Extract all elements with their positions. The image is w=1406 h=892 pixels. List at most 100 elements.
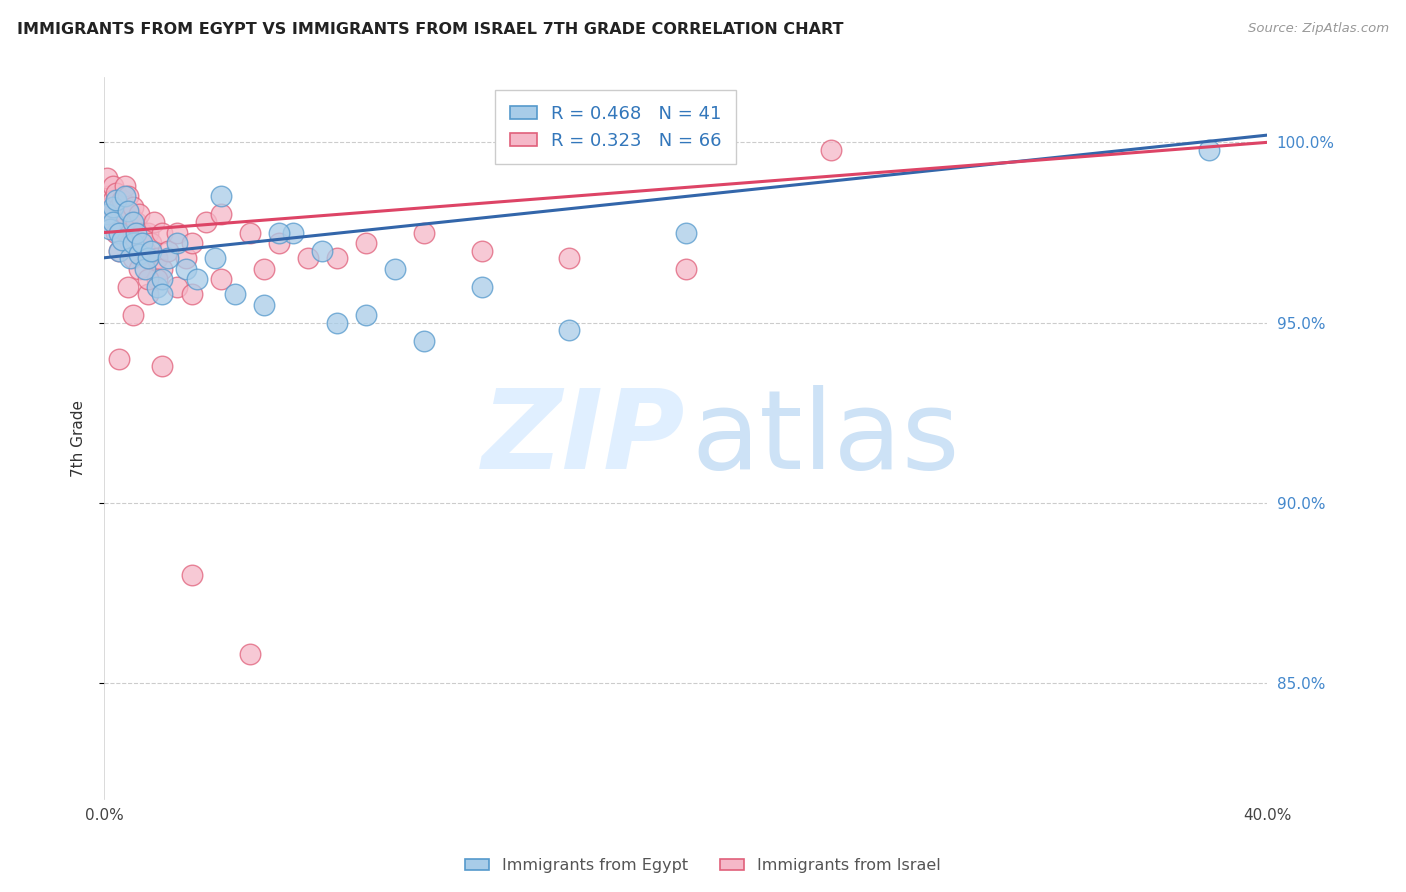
Point — [209, 189, 232, 203]
Point — [174, 261, 197, 276]
Point — [820, 143, 842, 157]
Point — [413, 334, 436, 348]
Point — [125, 236, 148, 251]
Point — [157, 251, 180, 265]
Point — [1198, 143, 1220, 157]
Point — [98, 215, 121, 229]
Point — [136, 286, 159, 301]
Point — [136, 226, 159, 240]
Point — [675, 226, 697, 240]
Point — [98, 200, 121, 214]
Point — [186, 272, 208, 286]
Point — [111, 222, 134, 236]
Point — [104, 186, 127, 200]
Point — [98, 222, 121, 236]
Point — [152, 286, 174, 301]
Point — [108, 351, 131, 366]
Point — [209, 272, 232, 286]
Point — [136, 251, 159, 265]
Point — [104, 226, 127, 240]
Point — [125, 226, 148, 240]
Point — [139, 244, 162, 258]
Point — [131, 236, 153, 251]
Point — [152, 359, 174, 373]
Point — [120, 251, 142, 265]
Point — [136, 272, 159, 286]
Point — [166, 279, 188, 293]
Point — [117, 226, 139, 240]
Point — [108, 244, 131, 258]
Point — [128, 207, 150, 221]
Point — [136, 251, 159, 265]
Point — [117, 203, 139, 218]
Point — [239, 648, 262, 662]
Point — [96, 171, 118, 186]
Point — [101, 193, 124, 207]
Point — [108, 244, 131, 258]
Point — [209, 207, 232, 221]
Point — [122, 215, 145, 229]
Point — [311, 244, 333, 258]
Point — [152, 226, 174, 240]
Point — [117, 189, 139, 203]
Point — [174, 251, 197, 265]
Legend: R = 0.468   N = 41, R = 0.323   N = 66: R = 0.468 N = 41, R = 0.323 N = 66 — [495, 90, 737, 164]
Point — [111, 193, 134, 207]
Point — [101, 200, 124, 214]
Text: Source: ZipAtlas.com: Source: ZipAtlas.com — [1249, 22, 1389, 36]
Point — [120, 236, 142, 251]
Point — [134, 261, 156, 276]
Point — [101, 178, 124, 193]
Point — [104, 193, 127, 207]
Point — [157, 244, 180, 258]
Point — [180, 286, 202, 301]
Point — [114, 207, 136, 221]
Point — [108, 215, 131, 229]
Point — [145, 279, 167, 293]
Point — [139, 236, 162, 251]
Point — [131, 226, 153, 240]
Point — [180, 236, 202, 251]
Point — [96, 207, 118, 221]
Point — [101, 215, 124, 229]
Point — [111, 233, 134, 247]
Point — [166, 226, 188, 240]
Point — [413, 226, 436, 240]
Point — [326, 251, 349, 265]
Point — [283, 226, 305, 240]
Text: IMMIGRANTS FROM EGYPT VS IMMIGRANTS FROM ISRAEL 7TH GRADE CORRELATION CHART: IMMIGRANTS FROM EGYPT VS IMMIGRANTS FROM… — [17, 22, 844, 37]
Point — [142, 215, 165, 229]
Point — [267, 226, 290, 240]
Point — [134, 244, 156, 258]
Point — [166, 236, 188, 251]
Point — [195, 215, 218, 229]
Y-axis label: 7th Grade: 7th Grade — [72, 400, 86, 476]
Point — [354, 309, 377, 323]
Point — [96, 189, 118, 203]
Point — [224, 286, 246, 301]
Point — [108, 200, 131, 214]
Point — [114, 189, 136, 203]
Point — [204, 251, 226, 265]
Point — [471, 244, 494, 258]
Point — [145, 272, 167, 286]
Text: atlas: atlas — [692, 384, 960, 491]
Point — [120, 207, 142, 221]
Point — [108, 226, 131, 240]
Point — [384, 261, 406, 276]
Point — [253, 261, 276, 276]
Point — [128, 247, 150, 261]
Point — [180, 568, 202, 582]
Point — [122, 236, 145, 251]
Point — [558, 251, 581, 265]
Point — [152, 261, 174, 276]
Point — [114, 178, 136, 193]
Point — [122, 251, 145, 265]
Point — [326, 316, 349, 330]
Text: ZIP: ZIP — [482, 384, 686, 491]
Point — [354, 236, 377, 251]
Point — [128, 261, 150, 276]
Point — [117, 279, 139, 293]
Point — [471, 279, 494, 293]
Legend: Immigrants from Egypt, Immigrants from Israel: Immigrants from Egypt, Immigrants from I… — [458, 852, 948, 880]
